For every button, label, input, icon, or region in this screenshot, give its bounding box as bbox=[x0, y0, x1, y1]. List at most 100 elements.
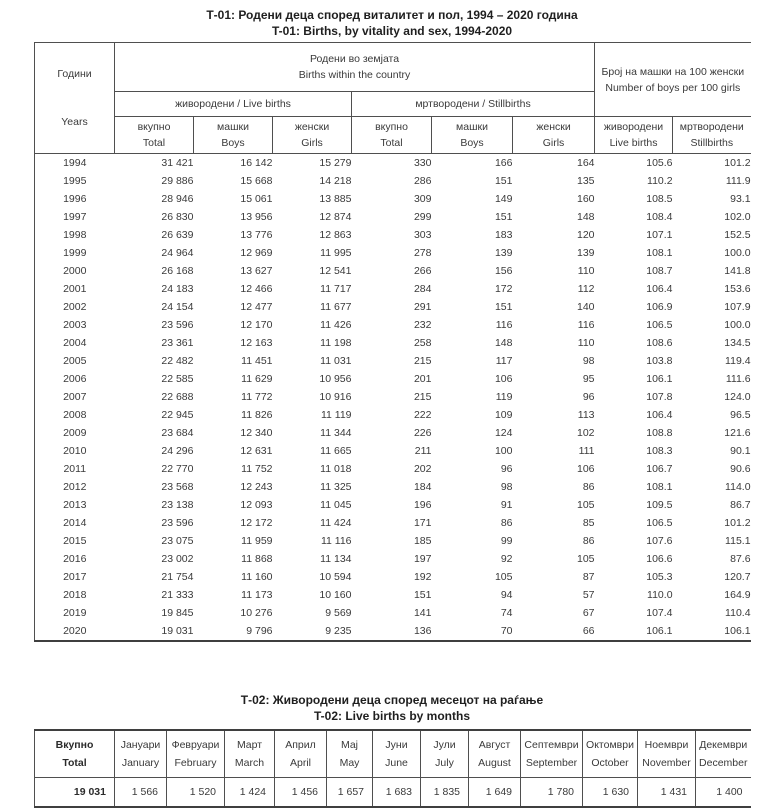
t01-cell-lb-total: 23 138 bbox=[161, 499, 194, 511]
t01-cell-lb-total: 23 002 bbox=[161, 553, 194, 565]
t01-cell-lb-boys: 12 172 bbox=[240, 517, 273, 529]
t01-row: 2002 24 154 12 477 11 677 291 151 140 106.9 107.… bbox=[35, 298, 750, 316]
t01-title-mk: Т-01: Родени деца според виталитет и пол… bbox=[206, 8, 578, 22]
t01-cell-sb-boys: 105 bbox=[494, 571, 513, 583]
t01-cell-ratio-live: 108.8 bbox=[646, 427, 673, 439]
t02-month-label-en: November bbox=[642, 757, 691, 769]
t01-cell-lb-boys: 13 776 bbox=[240, 229, 273, 241]
t02-month-header: Март March bbox=[224, 729, 275, 778]
boys-label-mk: машки bbox=[217, 121, 249, 133]
t02-month-label-mk: Јуни bbox=[385, 739, 408, 751]
t01-cell-ratio-still: 101.2 bbox=[724, 157, 751, 169]
t01-cell-sb-total: 278 bbox=[413, 247, 432, 259]
t02-month-header: Септември September bbox=[520, 729, 583, 778]
t01-cell-sb-girls: 105 bbox=[577, 553, 595, 565]
t02-month-header: Јуни June bbox=[372, 729, 421, 778]
t01-row: 2005 22 482 11 451 11 031 215 117 98 103.8 119.4 bbox=[35, 352, 750, 370]
t01-row: 2017 21 754 11 160 10 594 192 105 87 105.3 120.7 bbox=[35, 568, 751, 586]
t01-sb-boys-header: машки Boys bbox=[431, 116, 513, 154]
t01-cell-year: 2004 bbox=[63, 337, 87, 349]
t02-month-header: Август August bbox=[468, 729, 521, 778]
t01-cell-sb-girls: 139 bbox=[577, 247, 595, 259]
t01-ratio-still-header: мртвородени Stillbirths bbox=[672, 116, 751, 154]
t01-cell-lb-total: 21 754 bbox=[161, 571, 194, 583]
t01-cell-sb-total: 184 bbox=[413, 481, 432, 493]
t01-cell-sb-girls: 160 bbox=[577, 193, 595, 205]
t01-cell-lb-boys: 12 243 bbox=[240, 481, 273, 493]
t01-cell-ratio-live: 105.6 bbox=[646, 157, 673, 169]
t01-cell-sb-total: 211 bbox=[414, 445, 432, 457]
t01-cell-year: 2010 bbox=[63, 445, 87, 457]
t01-cell-lb-boys: 12 340 bbox=[240, 427, 273, 439]
t01-cell-lb-total: 23 075 bbox=[161, 535, 194, 547]
ratio-still-label-mk: мртвородени bbox=[679, 121, 744, 133]
t01-cell-lb-total: 23 361 bbox=[161, 337, 194, 349]
t01-sb-girls-header: женски Girls bbox=[511, 116, 596, 154]
t01-cell-ratio-live: 108.5 bbox=[646, 193, 673, 205]
t02-month-header: Декември December bbox=[695, 729, 751, 778]
t01-cell-year: 2014 bbox=[63, 517, 87, 529]
t02-month-header: Јануари January bbox=[114, 729, 167, 778]
t01-cell-sb-boys: 124 bbox=[494, 427, 513, 439]
t01-cell-sb-boys: 166 bbox=[494, 157, 513, 169]
t01-cell-year: 2002 bbox=[63, 301, 87, 313]
t01-cell-ratio-live: 108.6 bbox=[646, 337, 673, 349]
t01-cell-lb-total: 23 568 bbox=[161, 481, 194, 493]
t01-cell-sb-boys: 106 bbox=[494, 373, 513, 385]
t01-cell-ratio-still: 100.0 bbox=[724, 319, 751, 331]
t02-data-row: 19 031 1 566 1 520 1 424 1 456 1 657 1 683 1 8… bbox=[34, 777, 751, 808]
t02-month-value: 1 835 bbox=[420, 777, 469, 808]
t01-cell-sb-total: 299 bbox=[413, 211, 432, 223]
t01-row: 2020 19 031 9 796 9 235 136 70 66 106.1 106.1 bbox=[35, 622, 750, 641]
t01-cell-lb-total: 24 964 bbox=[161, 247, 194, 259]
t01-cell-ratio-live: 107.4 bbox=[646, 607, 673, 619]
t01-cell-sb-girls: 111 bbox=[578, 445, 595, 457]
t01-cell-ratio-still: 101.2 bbox=[724, 517, 751, 529]
t01-cell-lb-girls: 9 235 bbox=[325, 625, 352, 637]
t02-total-label-mk: Вкупно bbox=[55, 739, 94, 751]
t01-cell-lb-girls: 14 218 bbox=[319, 175, 352, 187]
t01-cell-ratio-still: 120.7 bbox=[724, 571, 751, 583]
t01-cell-ratio-still: 164.9 bbox=[724, 589, 751, 601]
t02-month-value: 1 657 bbox=[326, 777, 373, 808]
t01-cell-sb-total: 171 bbox=[413, 517, 432, 529]
t02-title-mk: Т-02: Живородени деца според месецот на … bbox=[240, 693, 544, 707]
t01-cell-sb-total: 232 bbox=[413, 319, 432, 331]
t01-cell-sb-boys: 172 bbox=[494, 283, 513, 295]
t01-cell-lb-boys: 13 627 bbox=[240, 265, 273, 277]
t01-cell-sb-total: 303 bbox=[413, 229, 432, 241]
t01-cell-sb-girls: 135 bbox=[577, 175, 595, 187]
t01-cell-sb-boys: 100 bbox=[494, 445, 513, 457]
t01-row: 2007 22 688 11 772 10 916 215 119 96 107.8 124.0 bbox=[35, 388, 750, 406]
t01-cell-lb-girls: 11 119 bbox=[320, 409, 352, 421]
total-label-en: Total bbox=[380, 137, 403, 149]
t01-cell-sb-boys: 151 bbox=[494, 301, 513, 313]
t01-cell-year: 1997 bbox=[63, 211, 87, 223]
t01-cell-sb-total: 192 bbox=[413, 571, 432, 583]
t01-cell-sb-girls: 86 bbox=[582, 481, 595, 493]
ratio-live-label-en: Live births bbox=[609, 137, 658, 149]
t01-cell-lb-total: 22 945 bbox=[161, 409, 194, 421]
t01-row: 2008 22 945 11 826 11 119 222 109 113 106.4 96.5 bbox=[35, 406, 750, 424]
t01-cell-ratio-still: 90.1 bbox=[730, 445, 751, 457]
t01-cell-sb-total: 222 bbox=[413, 409, 432, 421]
t01-within-country-header: Родени во земјата Births within the coun… bbox=[113, 42, 596, 92]
t02-month-label-mk: Декември bbox=[699, 739, 748, 751]
t01-cell-sb-girls: 110 bbox=[577, 265, 595, 277]
t01-cell-sb-girls: 148 bbox=[577, 211, 595, 223]
t01-cell-sb-girls: 57 bbox=[582, 589, 595, 601]
t01-cell-year: 2016 bbox=[63, 553, 87, 565]
t02-month-value: 1 649 bbox=[468, 777, 521, 808]
t02-month-value: 1 566 bbox=[114, 777, 167, 808]
t01-cell-lb-girls: 11 198 bbox=[320, 337, 352, 349]
t01-cell-lb-girls: 11 134 bbox=[320, 553, 352, 565]
t01-cell-ratio-live: 106.5 bbox=[646, 517, 673, 529]
t02-title-en: T-02: Live births by months bbox=[313, 709, 471, 723]
t02-month-label-en: April bbox=[289, 757, 311, 769]
t02-month-label-mk: Мај bbox=[340, 739, 359, 751]
t01-cell-ratio-still: 121.6 bbox=[724, 427, 751, 439]
t01-cell-sb-total: 202 bbox=[413, 463, 432, 475]
t01-cell-lb-boys: 12 163 bbox=[240, 337, 273, 349]
t01-cell-sb-boys: 98 bbox=[500, 481, 513, 493]
t01-cell-lb-boys: 11 772 bbox=[241, 391, 273, 403]
